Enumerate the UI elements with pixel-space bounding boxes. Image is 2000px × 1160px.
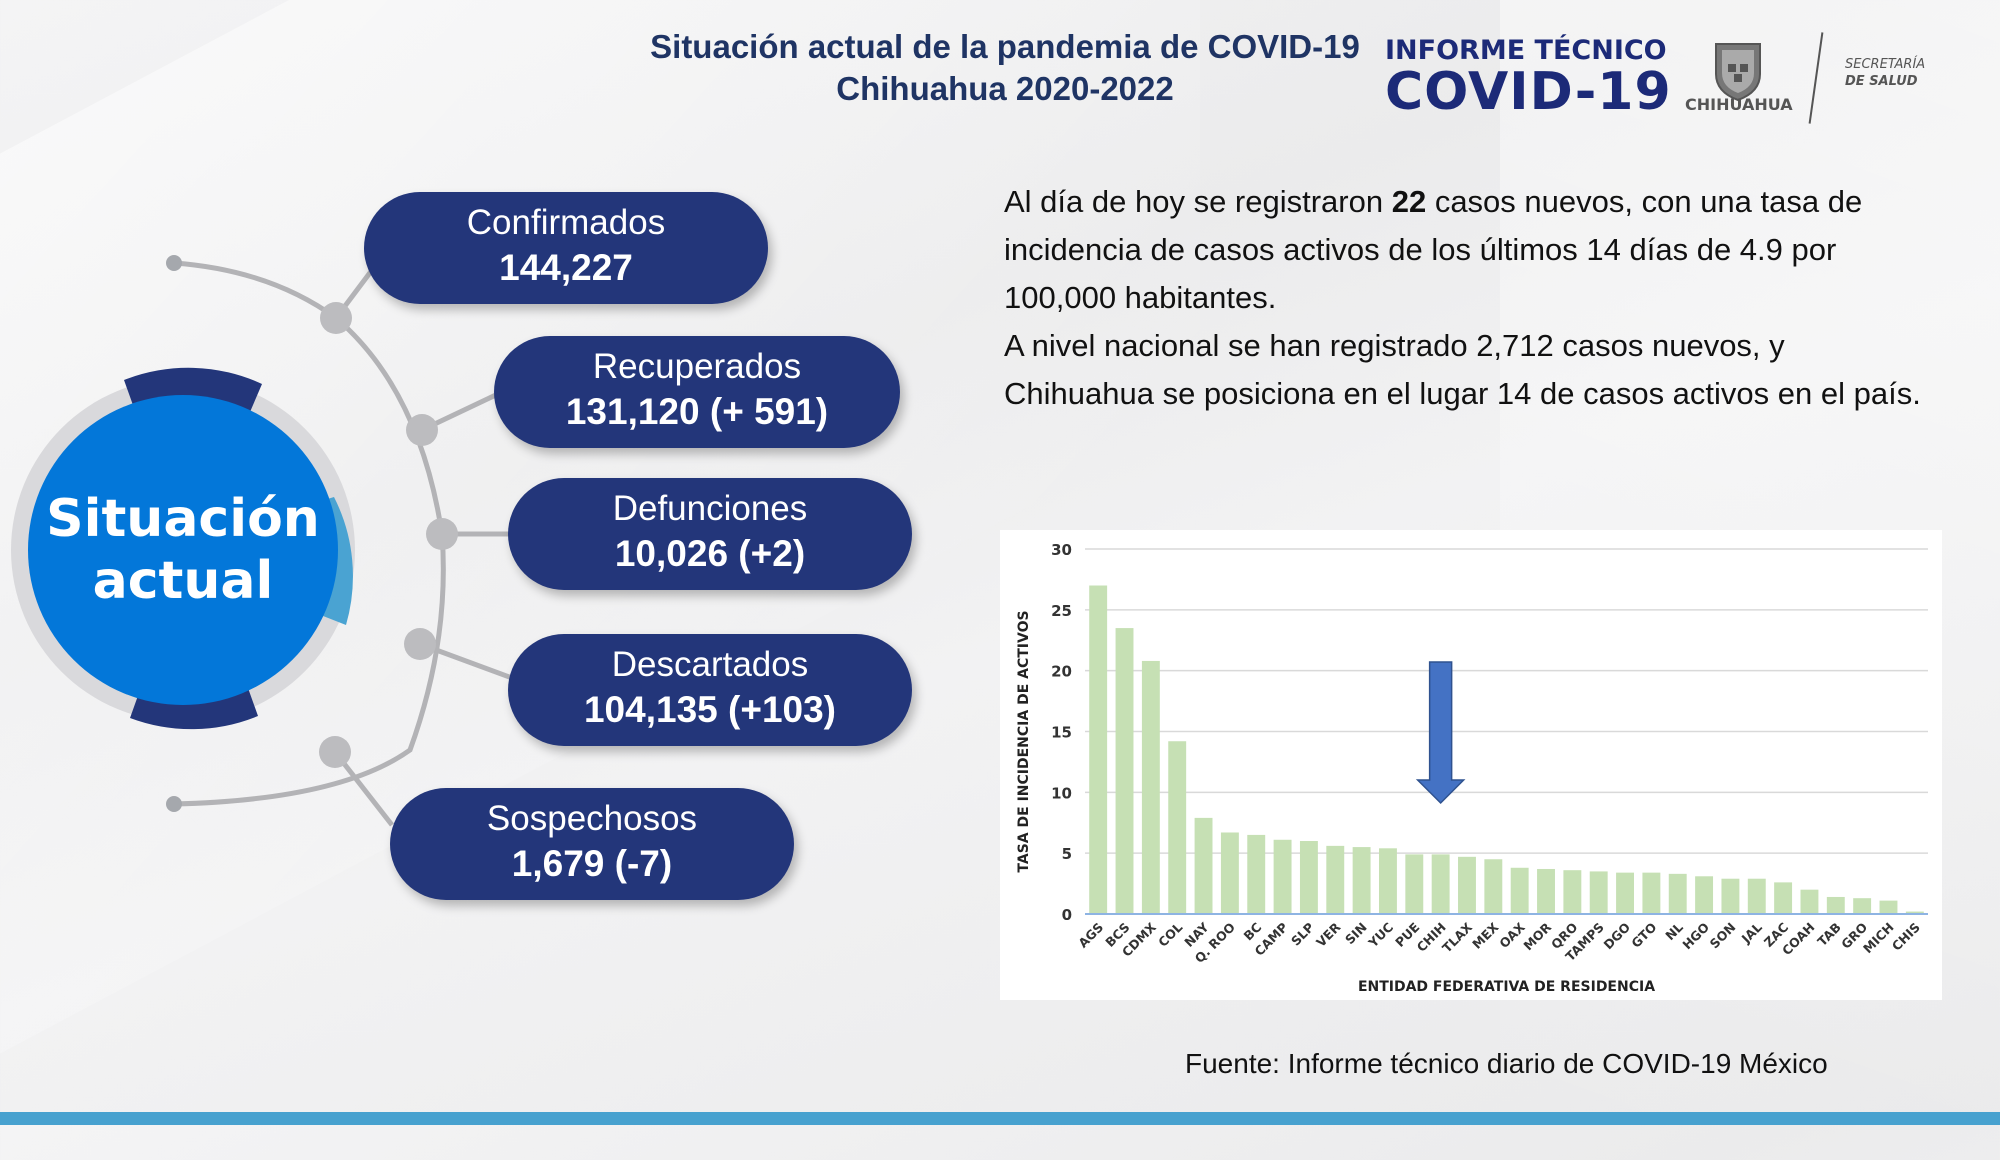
bar-chis: [1905, 911, 1924, 914]
bar-tlax: [1458, 856, 1476, 914]
y-axis-title: TASA DE INCIDENCIA DE ACTIVOS: [1016, 610, 1032, 872]
bar-qro: [1563, 870, 1582, 914]
brand-line-2: COVID-19: [1385, 62, 1672, 122]
stat-value: 131,120 (+ 591): [565, 391, 829, 432]
x-tick-label: TLAX: [1439, 919, 1475, 955]
hub-line-1: Situación: [46, 489, 320, 549]
hub-line-2: actual: [92, 551, 274, 611]
summary-text-part: casos nuevos, con una tasa de incidencia…: [1004, 184, 1863, 315]
bar-sin: [1352, 847, 1371, 914]
bar-nay: [1194, 817, 1213, 914]
bar-son: [1721, 878, 1740, 914]
bar-zac: [1774, 882, 1793, 914]
bar-jal: [1747, 878, 1766, 914]
bar-ags: [1089, 585, 1108, 914]
x-tick-label: YUC: [1365, 920, 1396, 951]
bar-mich: [1879, 900, 1898, 914]
secretaria-line-2: DE SALUD: [1845, 74, 1918, 89]
secretaria-line-1: SECRETARÍA: [1845, 57, 1926, 72]
bar-gto: [1642, 872, 1661, 914]
x-tick-label: COL: [1155, 919, 1185, 949]
bar-ver: [1326, 845, 1345, 914]
x-tick-label: MICH: [1860, 920, 1897, 957]
title-line-2: Chihuahua 2020-2022: [836, 70, 1174, 107]
stat-value: 1,679 (-7): [511, 843, 673, 884]
bar-chih: [1431, 854, 1450, 914]
stat-defunciones: Defunciones 10,026 (+2): [508, 478, 912, 590]
chihuahua-shield-icon: [1715, 43, 1761, 102]
chihuahua-logo-label: CHIHUAHUA: [1685, 95, 1793, 114]
stat-label: Defunciones: [612, 489, 808, 528]
stat-confirmados: Confirmados 144,227: [364, 192, 768, 304]
title-line-1: Situación actual de la pandemia de COVID…: [650, 28, 1360, 65]
incidence-bar-chart: 0 5 10 15 20 25 30 AGS BCS CDMX COL NAY Q. ROO BC CAMP…: [1000, 530, 1942, 1000]
x-tick-label: TAB: [1814, 920, 1844, 950]
y-tick-label: 15: [1051, 724, 1072, 742]
stat-sospechosos: Sospechosos 1,679 (-7): [390, 788, 794, 900]
bar-bc: [1247, 834, 1266, 914]
bar-tab: [1826, 896, 1845, 914]
bar-tamps: [1589, 871, 1608, 914]
secretaria-salud-logo: SECRETARÍA DE SALUD: [1845, 56, 1925, 90]
new-cases-count: 22: [1391, 184, 1427, 219]
bar-pue: [1405, 854, 1424, 914]
bar-camp: [1273, 839, 1292, 914]
x-tick-label: CHIS: [1889, 920, 1923, 954]
footer-bar: [0, 1112, 2000, 1125]
y-tick-label: 30: [1051, 541, 1072, 559]
stat-value: 144,227: [499, 247, 633, 288]
bar-mor: [1537, 868, 1555, 914]
x-tick-label: MOR: [1520, 919, 1554, 953]
informe-tecnico-logo: INFORME TÉCNICO COVID-19: [1385, 35, 1672, 122]
brand-line-1: INFORME TÉCNICO: [1385, 35, 1667, 66]
summary-text-part: Al día de hoy se registraron: [1004, 184, 1392, 219]
y-tick-label: 25: [1051, 602, 1072, 620]
stat-label: Confirmados: [466, 203, 666, 242]
y-tick-label: 10: [1051, 784, 1072, 802]
x-tick-label: SIN: [1342, 920, 1370, 948]
bar-bcs: [1115, 628, 1134, 914]
x-tick-label: SLP: [1288, 920, 1317, 949]
bar-cdmx: [1141, 660, 1160, 914]
y-tick-label: 5: [1062, 845, 1072, 863]
stat-value: 104,135 (+103): [583, 689, 836, 730]
bar-hgo: [1695, 876, 1714, 914]
y-tick-label: 0: [1062, 906, 1072, 924]
bar-slp: [1299, 841, 1318, 914]
x-tick-label: MEX: [1469, 919, 1502, 952]
bar-mex: [1484, 859, 1503, 914]
summary-text: Al día de hoy se registraron 22 casos nu…: [1004, 178, 1934, 418]
stat-value: 10,026 (+2): [614, 533, 806, 574]
stat-recuperados: Recuperados 131,120 (+ 591): [494, 336, 900, 448]
x-tick-label: VER: [1313, 919, 1344, 950]
situacion-actual-hub: Situación actual: [28, 395, 338, 705]
x-axis-title: ENTIDAD FEDERATIVA DE RESIDENCIA: [1358, 979, 1655, 995]
stat-descartados: Descartados 104,135 (+103): [508, 634, 912, 746]
stat-label: Descartados: [611, 645, 809, 684]
x-tick-label: DGO: [1600, 920, 1633, 953]
bar-dgo: [1616, 872, 1635, 914]
bar-oax: [1510, 867, 1529, 914]
page-title: Situación actual de la pandemia de COVID…: [640, 26, 1370, 110]
bar-col: [1168, 741, 1187, 914]
x-tick-label: JAL: [1738, 919, 1765, 946]
stat-label: Recuperados: [592, 347, 802, 386]
bar-coah: [1800, 889, 1819, 914]
stat-label: Sospechosos: [486, 799, 698, 838]
bar-gro: [1853, 898, 1872, 914]
summary-paragraph-2: A nivel nacional se han registrado 2,712…: [1004, 328, 1921, 411]
bar-nl: [1668, 873, 1687, 914]
arrow-down-icon: [1415, 661, 1466, 805]
y-tick-label: 20: [1051, 663, 1072, 681]
summary-paragraph-1: Al día de hoy se registraron 22 casos nu…: [1004, 178, 1934, 322]
x-tick-label: HGO: [1679, 920, 1712, 953]
bar-yuc: [1378, 848, 1397, 914]
source-note: Fuente: Informe técnico diario de COVID-…: [1185, 1048, 1828, 1079]
x-tick-label: SON: [1707, 920, 1739, 952]
x-tick-label: AGS: [1075, 920, 1106, 951]
bar-qroo: [1220, 832, 1239, 914]
x-tick-label: GTO: [1628, 920, 1659, 951]
